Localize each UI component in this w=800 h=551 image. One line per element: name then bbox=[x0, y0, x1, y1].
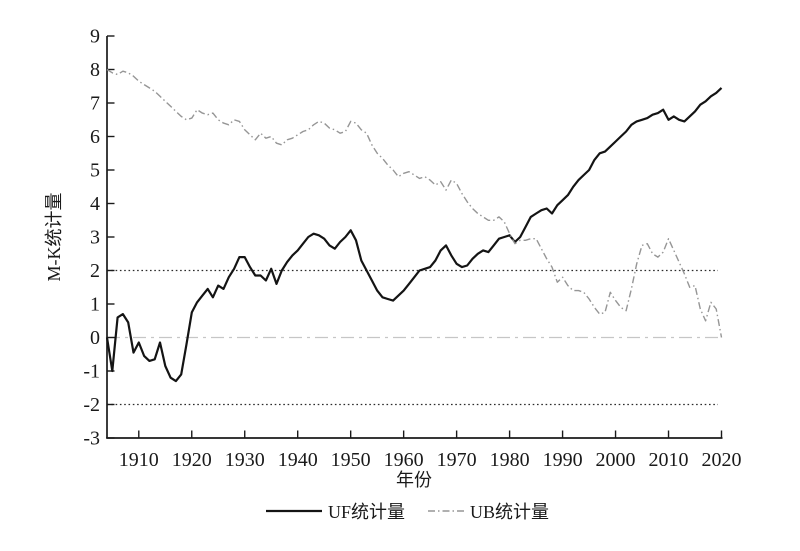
y-tick-label: 9 bbox=[90, 26, 100, 48]
reference-lines-layer bbox=[107, 269, 718, 406]
x-tick-label: 1970 bbox=[437, 449, 477, 471]
axes-layer: -3 -2 -1 0 1 2 3 4 5 6 7 8 9 1910 1920 1930 1940 1950 1960… bbox=[83, 26, 741, 472]
y-tick-label: 0 bbox=[90, 327, 100, 349]
y-tick-label: 6 bbox=[90, 126, 100, 148]
y-tick-label: -1 bbox=[83, 361, 100, 383]
x-tick-label: 2010 bbox=[649, 449, 689, 471]
y-tick-label: -3 bbox=[83, 428, 100, 450]
x-tick-label: 1980 bbox=[490, 449, 530, 471]
legend-ub-label: UB统计量 bbox=[470, 502, 549, 522]
x-tick-label: 1920 bbox=[172, 449, 212, 471]
y-tick-label: 5 bbox=[90, 160, 100, 182]
ub-statistic-line bbox=[106, 68, 723, 338]
legend: UF统计量 UB统计量 bbox=[266, 502, 549, 522]
y-tick-label: 8 bbox=[90, 59, 100, 81]
series-lines-layer bbox=[105, 68, 723, 383]
x-tick-label: 1950 bbox=[331, 449, 371, 471]
uf-statistic-line bbox=[105, 87, 723, 383]
x-axis-title: 年份 bbox=[396, 470, 432, 490]
x-tick-label: 1910 bbox=[119, 449, 159, 471]
y-tick-label: 7 bbox=[90, 93, 100, 115]
y-tick-label: 3 bbox=[90, 227, 100, 249]
x-tick-label: 1960 bbox=[384, 449, 424, 471]
y-tick-label: 1 bbox=[90, 294, 100, 316]
y-tick-label: 4 bbox=[90, 193, 100, 215]
x-tick-label: 1930 bbox=[225, 449, 265, 471]
x-tick-label: 2020 bbox=[702, 449, 742, 471]
x-tick-label: 1940 bbox=[278, 449, 318, 471]
x-tick-label: 1990 bbox=[543, 449, 583, 471]
y-tick-label: 2 bbox=[90, 260, 100, 282]
y-axis-title: M-K统计量 bbox=[44, 193, 64, 282]
x-tick-label: 2000 bbox=[596, 449, 636, 471]
y-tick-label: -2 bbox=[83, 394, 100, 416]
legend-uf-label: UF统计量 bbox=[328, 502, 405, 522]
axis-titles: M-K统计量 年份 bbox=[44, 193, 432, 491]
